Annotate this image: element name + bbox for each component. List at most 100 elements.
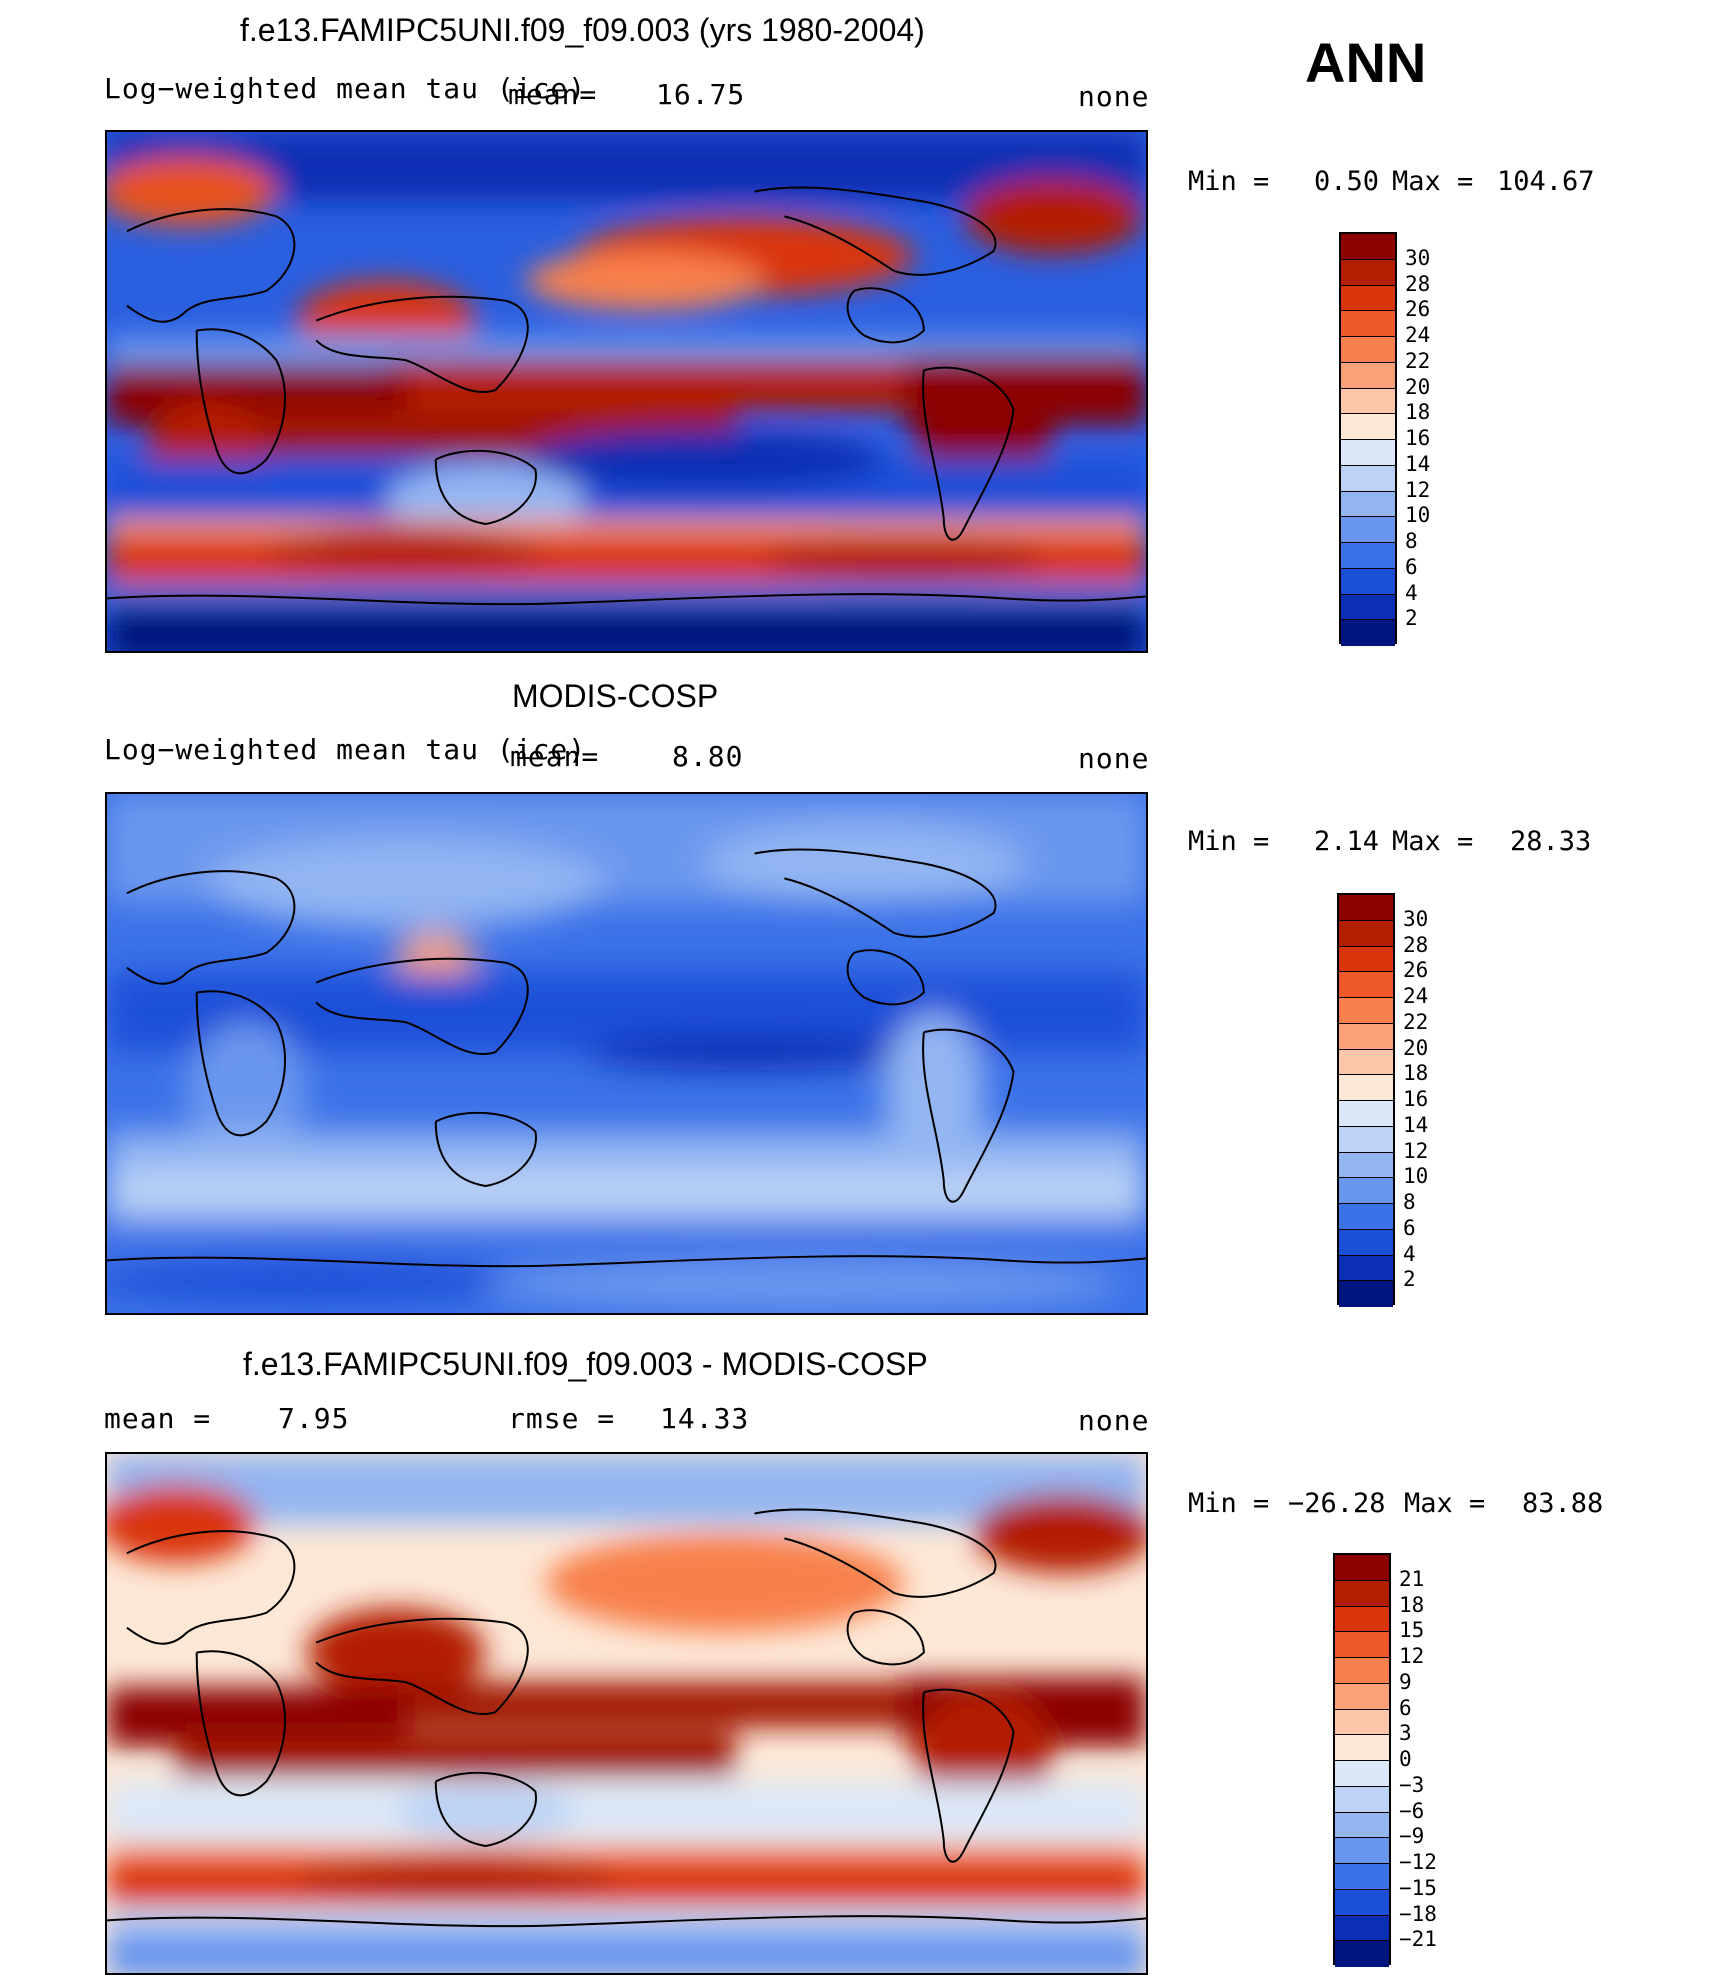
colorbar-segment — [1339, 920, 1393, 947]
colorbar-segment — [1335, 1555, 1389, 1581]
colorbar-segment — [1341, 234, 1395, 260]
colorbar-segment — [1339, 1229, 1393, 1256]
colorbar-tick-label: 22 — [1405, 348, 1431, 373]
colorbar-segment — [1341, 285, 1395, 312]
panel1-min-label: Min = — [1188, 166, 1270, 197]
colorbar-tick-label: 12 — [1403, 1138, 1429, 1163]
colorbar-segment — [1335, 1786, 1389, 1813]
colorbar-segment — [1335, 1709, 1389, 1736]
colorbar-segment — [1339, 1075, 1393, 1101]
panel3-title: f.e13.FAMIPC5UNI.f09_f09.003 - MODIS-COS… — [243, 1346, 928, 1382]
colorbar-segment — [1335, 1683, 1389, 1710]
panel2-mean-value: 8.80 — [672, 740, 744, 773]
colorbar-tick-label: −9 — [1399, 1824, 1425, 1849]
panel2-title: MODIS-COSP — [512, 678, 719, 714]
panel2-units: none — [1078, 742, 1150, 775]
panel1-units: none — [1078, 80, 1150, 113]
panel2-map-plot — [107, 794, 1146, 1313]
colorbar-tick-label: 26 — [1403, 958, 1429, 983]
colorbar-segment — [1339, 1049, 1393, 1076]
colorbar-segment — [1335, 1658, 1389, 1684]
colorbar-segment — [1339, 1152, 1393, 1179]
colorbar-tick-label: 28 — [1403, 932, 1429, 957]
colorbar-tick-label: −21 — [1399, 1927, 1437, 1952]
panel1-min-value: 0.50 — [1314, 166, 1380, 197]
panel2-max-value: 28.33 — [1510, 826, 1592, 857]
panel2-mean-label: mean= — [510, 740, 600, 773]
colorbar-segment — [1335, 1915, 1389, 1942]
colorbar-tick-label: 2 — [1403, 1267, 1416, 1292]
season-label: ANN — [1305, 31, 1427, 94]
colorbar-segment — [1335, 1606, 1389, 1633]
colorbar-tick-label: 0 — [1399, 1747, 1412, 1771]
colorbar-tick-label: 10 — [1405, 503, 1431, 528]
colorbar-tick-label: 12 — [1405, 477, 1431, 502]
panel3-map-plot — [107, 1454, 1146, 1973]
colorbar-tick-label: −18 — [1399, 1901, 1437, 1926]
colorbar-segment — [1341, 517, 1395, 543]
panel1-mean-value: 16.75 — [656, 78, 746, 111]
colorbar-segment — [1339, 895, 1393, 921]
colorbar-segment — [1335, 1889, 1389, 1916]
panel3-rmse-label: rmse = — [508, 1402, 616, 1435]
panel2-variable: Log−weighted mean tau (ice) — [104, 733, 587, 766]
colorbar-segment — [1339, 998, 1393, 1024]
colorbar-tick-label: 10 — [1403, 1164, 1429, 1189]
colorbar-segment — [1339, 1281, 1393, 1307]
colorbar-segment — [1341, 259, 1395, 286]
colorbar-segment — [1339, 1178, 1393, 1204]
colorbar-tick-label: 8 — [1403, 1190, 1416, 1214]
colorbar-segment — [1341, 337, 1395, 363]
panel3-mean-label: mean = — [104, 1402, 212, 1435]
colorbar-segment — [1335, 1864, 1389, 1890]
panel1-colorbar — [1339, 232, 1397, 646]
colorbar-segment — [1335, 1838, 1389, 1864]
colorbar-tick-label: 18 — [1405, 400, 1431, 425]
colorbar-segment — [1341, 440, 1395, 466]
colorbar-segment — [1341, 543, 1395, 569]
colorbar-tick-label: 4 — [1403, 1241, 1416, 1266]
colorbar-segment — [1339, 1255, 1393, 1282]
colorbar-tick-label: 15 — [1399, 1618, 1425, 1643]
panel1-coastlines — [107, 186, 1146, 606]
panel1-title: f.e13.FAMIPC5UNI.f09_f09.003 (yrs 1980-2… — [240, 12, 925, 48]
colorbar-tick-label: 16 — [1405, 426, 1431, 450]
colorbar-segment — [1335, 1941, 1389, 1967]
panel2-colorbar — [1337, 893, 1395, 1307]
colorbar-tick-label: 24 — [1403, 984, 1429, 1008]
colorbar-segment — [1341, 388, 1395, 415]
panel3-mean-value: 7.95 — [278, 1402, 350, 1435]
colorbar-tick-label: 3 — [1399, 1721, 1412, 1746]
colorbar-tick-label: 30 — [1403, 906, 1429, 931]
colorbar-tick-label: 30 — [1405, 245, 1431, 270]
colorbar-tick-label: 6 — [1403, 1215, 1416, 1240]
colorbar-tick-label: 20 — [1405, 374, 1431, 399]
colorbar-segment — [1341, 491, 1395, 518]
panel3-rmse-value: 14.33 — [660, 1402, 750, 1435]
colorbar-segment — [1341, 414, 1395, 440]
colorbar-tick-label: 8 — [1405, 529, 1418, 553]
colorbar-segment — [1335, 1632, 1389, 1658]
colorbar-tick-label: 12 — [1399, 1644, 1425, 1668]
colorbar-tick-label: 22 — [1403, 1009, 1429, 1034]
panel3-coastlines — [107, 1508, 1146, 1928]
panel2-max-label: Max = — [1392, 826, 1474, 857]
colorbar-segment — [1335, 1761, 1389, 1787]
colorbar-tick-label: −3 — [1399, 1772, 1425, 1797]
colorbar-segment — [1341, 311, 1395, 337]
colorbar-tick-label: 26 — [1405, 297, 1431, 322]
colorbar-segment — [1341, 465, 1395, 492]
colorbar-tick-label: 16 — [1403, 1087, 1429, 1111]
panel3-min-value: −26.28 — [1288, 1488, 1386, 1519]
colorbar-segment — [1335, 1735, 1389, 1761]
panel2-min-label: Min = — [1188, 826, 1270, 857]
colorbar-segment — [1341, 362, 1395, 389]
colorbar-segment — [1339, 1126, 1393, 1153]
colorbar-tick-label: 14 — [1405, 451, 1431, 476]
colorbar-segment — [1341, 568, 1395, 595]
colorbar-tick-label: 21 — [1399, 1566, 1425, 1591]
colorbar-segment — [1339, 1023, 1393, 1050]
colorbar-tick-label: −12 — [1399, 1850, 1437, 1874]
panel1-mean-label: mean= — [508, 78, 598, 111]
colorbar-tick-label: 14 — [1403, 1112, 1429, 1137]
